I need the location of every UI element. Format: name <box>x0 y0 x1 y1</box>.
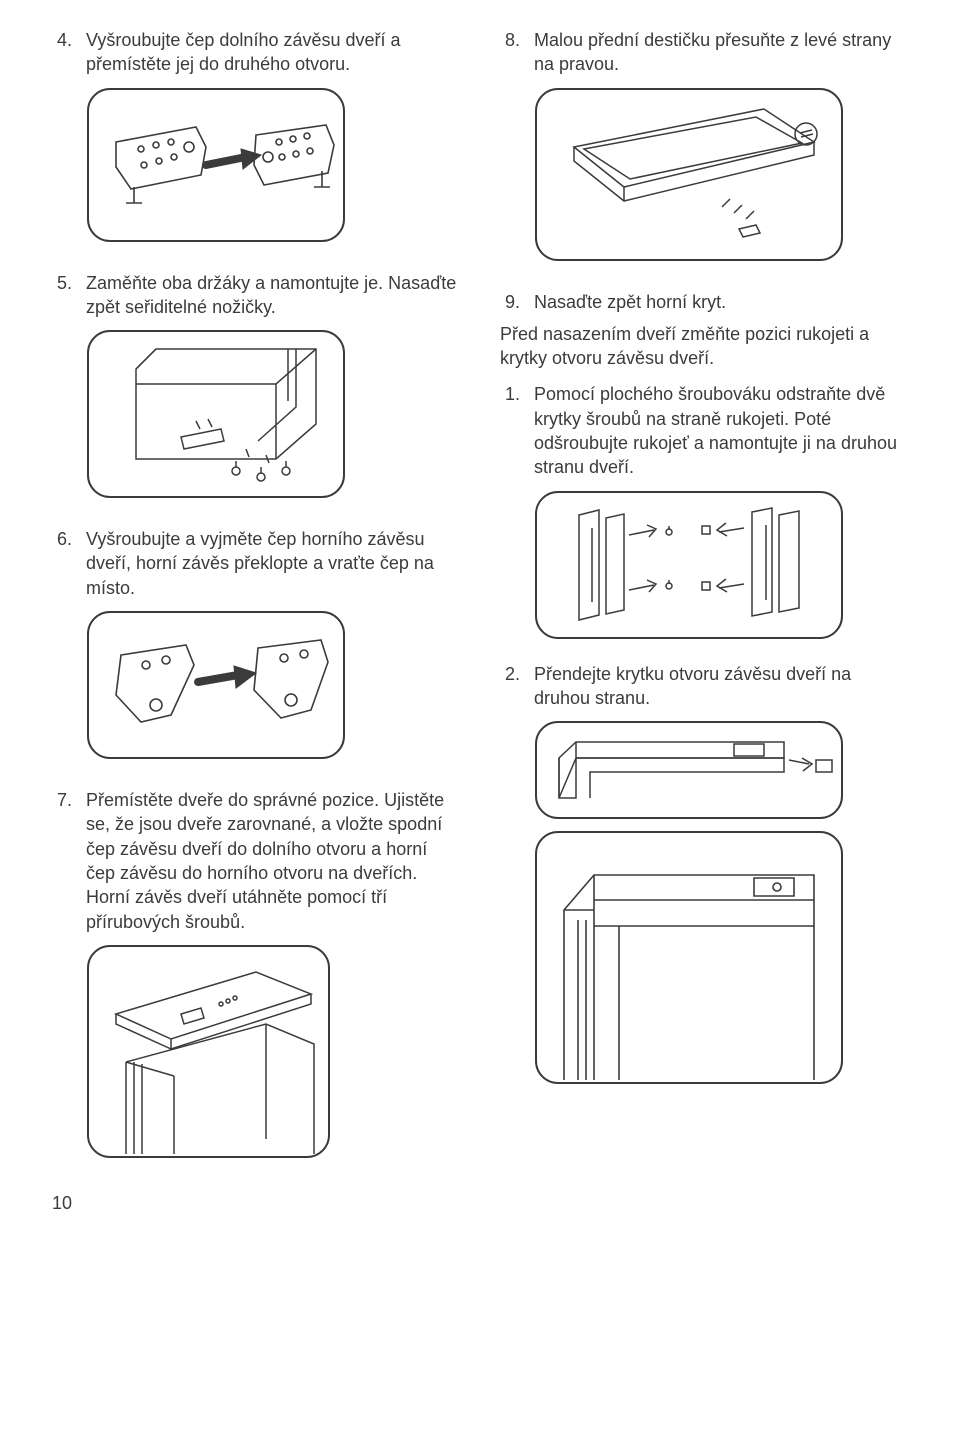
step-6-text: Vyšroubujte a vyjměte čep horního závěsu… <box>86 527 460 600</box>
step-9-intro: Před nasazením dveří změňte pozici rukoj… <box>500 322 908 371</box>
step-7-text: Přemístěte dveře do správné pozice. Ujis… <box>86 788 460 934</box>
substep-1-num: 1. <box>500 382 520 406</box>
step-6-figure <box>86 610 460 760</box>
step-4-num: 4. <box>52 28 72 52</box>
step-4-text: Vyšroubujte čep dolního závěsu dveří a p… <box>86 28 460 77</box>
step-4: 4. Vyšroubujte čep dolního závěsu dveří … <box>52 28 460 243</box>
substep-1-figure <box>534 490 908 640</box>
step-7-figure <box>86 944 460 1159</box>
step-8: 8. Malou přední destičku přesuňte z levé… <box>500 28 908 262</box>
substep-2-figure-b <box>534 830 908 1085</box>
step-8-num: 8. <box>500 28 520 52</box>
step-6: 6. Vyšroubujte a vyjměte čep horního záv… <box>52 527 460 760</box>
substep-1-text: Pomocí plochého šroubováku odstraňte dvě… <box>534 382 908 479</box>
step-9: 9. Nasaďte zpět horní kryt. Před nasazen… <box>500 290 908 1086</box>
substep-2-num: 2. <box>500 662 520 686</box>
step-5-num: 5. <box>52 271 72 295</box>
step-7-num: 7. <box>52 788 72 812</box>
step-8-text: Malou přední destičku přesuňte z levé st… <box>534 28 908 77</box>
step-9-num: 9. <box>500 290 520 314</box>
substep-2-text: Přendejte krytku otvoru závěsu dveří na … <box>534 662 908 711</box>
substep-2-figure-a <box>534 720 908 820</box>
step-5-figure <box>86 329 460 499</box>
step-5-text: Zaměňte oba držáky a namontujte je. Nasa… <box>86 271 460 320</box>
step-6-num: 6. <box>52 527 72 551</box>
step-8-figure <box>534 87 908 262</box>
step-7: 7. Přemístěte dveře do správné pozice. U… <box>52 788 460 1159</box>
left-column: 4. Vyšroubujte čep dolního závěsu dveří … <box>52 28 460 1187</box>
step-4-figure <box>86 87 460 243</box>
step-5: 5. Zaměňte oba držáky a namontujte je. N… <box>52 271 460 500</box>
right-column: 8. Malou přední destičku přesuňte z levé… <box>500 28 908 1187</box>
page-number: 10 <box>52 1191 908 1215</box>
step-9-text: Nasaďte zpět horní kryt. <box>534 290 908 314</box>
